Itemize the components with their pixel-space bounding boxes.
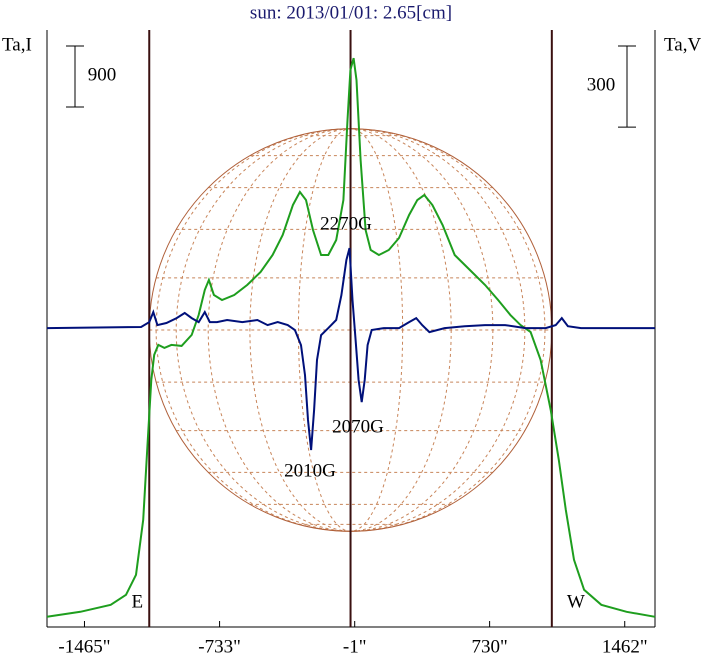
x-tick-label: 730" (471, 636, 507, 657)
annotation: 2070G (332, 416, 384, 437)
x-tick-label: -1465" (58, 636, 110, 657)
annotation: 2270G (320, 213, 372, 234)
x-tick-label: -733" (198, 636, 241, 657)
limb-label: E (131, 591, 143, 612)
scale-label: 900 (88, 64, 117, 85)
chart-title: sun: 2013/01/01: 2.65[cm] (250, 2, 452, 23)
x-tick-label: -1" (343, 636, 367, 657)
series-line (46, 57, 656, 618)
limb-label: W (567, 591, 585, 612)
y2-axis-label: Ta,V (664, 34, 701, 55)
series-line (46, 247, 655, 451)
y-axis-label: Ta,I (2, 34, 32, 55)
scale-label: 300 (587, 74, 616, 95)
x-tick-label: 1462" (602, 636, 648, 657)
annotation: 2010G (284, 460, 336, 481)
